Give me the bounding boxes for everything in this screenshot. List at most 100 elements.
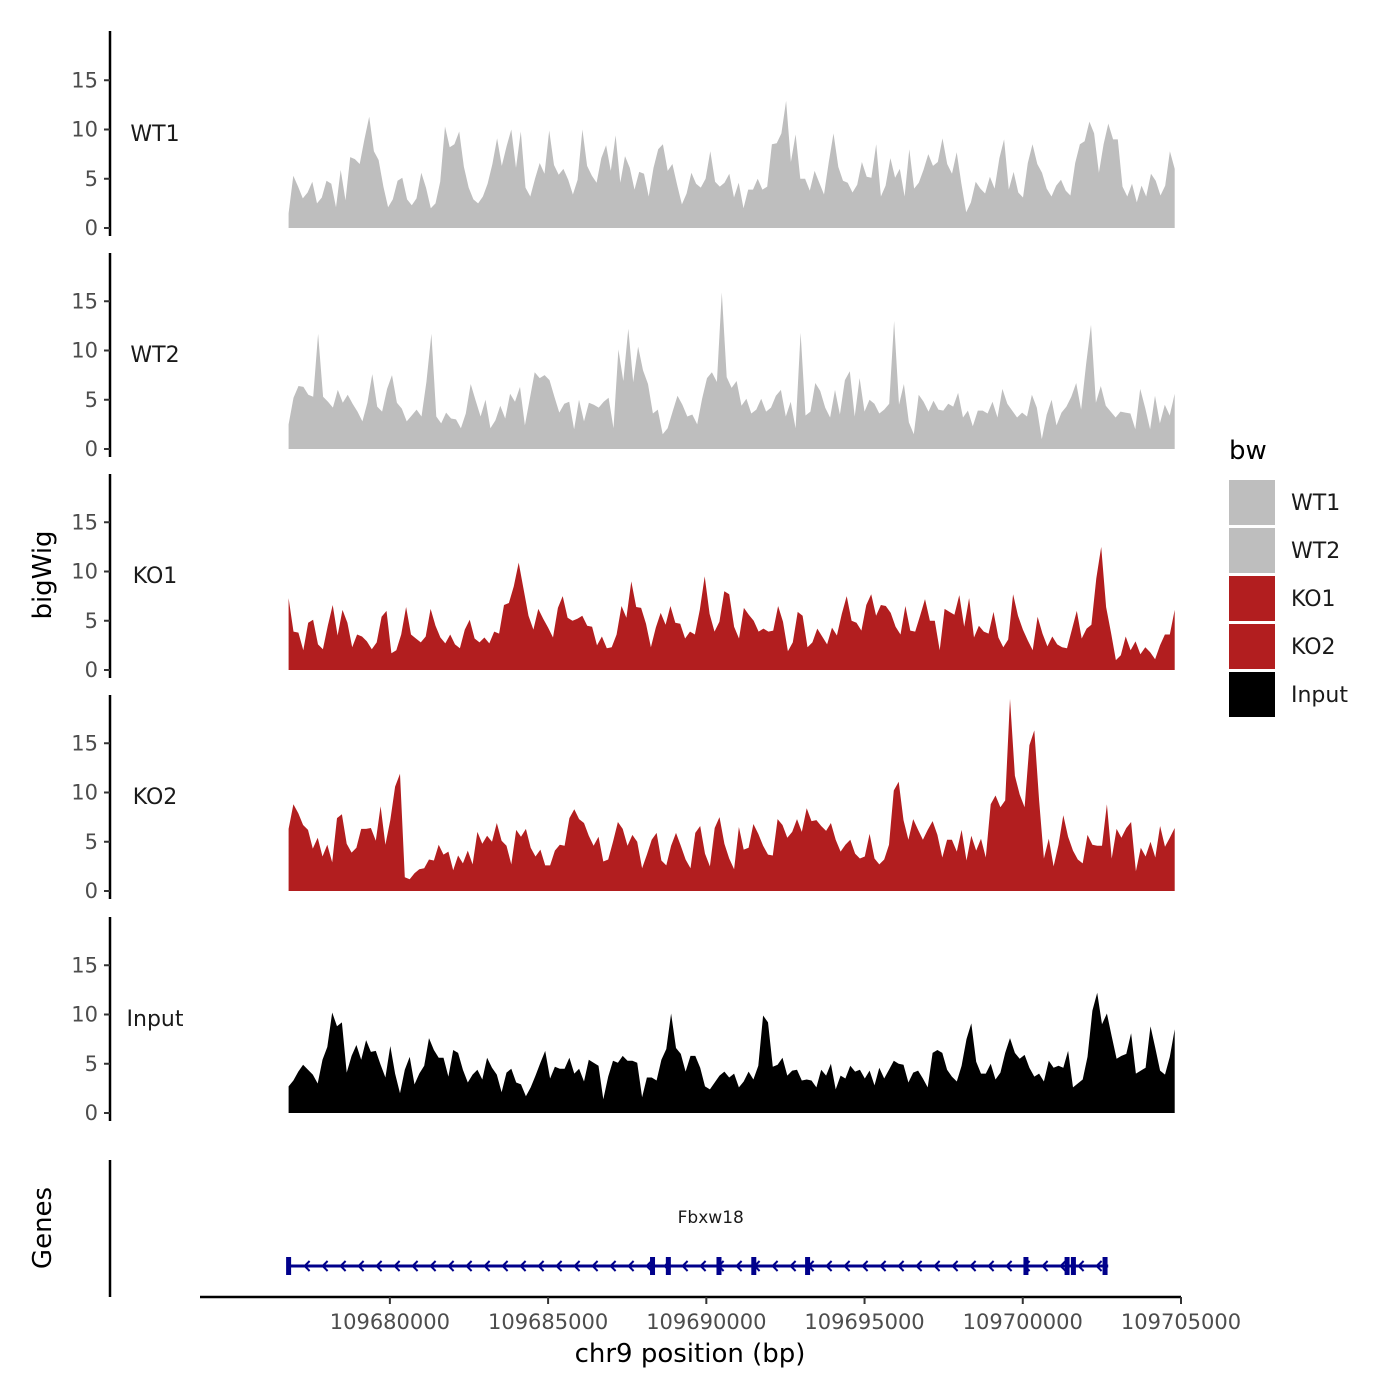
- track-input: 0 5 10 15 Input: [71, 917, 1175, 1125]
- signal-area-wt1: [288, 100, 1175, 228]
- legend-swatch: [1229, 624, 1275, 669]
- gene-track: Fbxw18: [108, 1160, 1109, 1297]
- x-tick-label: 109690000: [646, 1310, 766, 1334]
- y-tick-label: 15: [71, 289, 98, 313]
- y-tick-label: 15: [71, 510, 98, 534]
- legend-swatch: [1229, 480, 1275, 525]
- strand-arrow: [843, 1260, 851, 1272]
- track-label: KO2: [133, 785, 178, 810]
- y-axis-title: bigWig: [28, 530, 58, 619]
- legend-item-ko2: KO2: [1229, 624, 1336, 669]
- legend-label: KO2: [1291, 635, 1336, 660]
- strand-arrow: [1059, 1260, 1067, 1272]
- strand-arrow: [933, 1260, 941, 1272]
- strand-arrow: [339, 1260, 347, 1272]
- strand-arrow: [321, 1260, 329, 1272]
- strand-arrow: [969, 1260, 977, 1272]
- track-label: Input: [127, 1007, 184, 1032]
- strand-arrow: [555, 1260, 563, 1272]
- strand-arrow: [1077, 1260, 1085, 1272]
- strand-arrow: [735, 1260, 743, 1272]
- exon: [805, 1257, 811, 1275]
- legend-item-ko1: KO1: [1229, 576, 1336, 621]
- genes-axis-title: Genes: [28, 1187, 58, 1269]
- y-tick-label: 10: [71, 781, 98, 805]
- strand-arrow: [573, 1260, 581, 1272]
- signal-area-wt2: [288, 292, 1175, 449]
- exon: [751, 1257, 757, 1275]
- strand-arrow: [429, 1260, 437, 1272]
- x-tick-label: 109700000: [963, 1310, 1083, 1334]
- gene-name-label: Fbxw18: [678, 1208, 744, 1228]
- strand-arrow: [699, 1260, 707, 1272]
- legend-title: bw: [1229, 436, 1267, 466]
- exon: [665, 1257, 671, 1275]
- signal-area-ko1: [288, 546, 1175, 670]
- track-label: WT2: [130, 343, 179, 368]
- strand-arrow: [879, 1260, 887, 1272]
- y-tick-label: 10: [71, 339, 98, 363]
- legend-swatch: [1229, 576, 1275, 621]
- strand-arrow: [1005, 1260, 1013, 1272]
- strand-arrow: [987, 1260, 995, 1272]
- strand-arrow: [681, 1260, 689, 1272]
- strand-arrow: [609, 1260, 617, 1272]
- exon: [286, 1257, 292, 1275]
- strand-arrow: [375, 1260, 383, 1272]
- y-tick-label: 5: [85, 1052, 98, 1076]
- track-label: WT1: [130, 122, 179, 147]
- strand-arrow: [501, 1260, 509, 1272]
- strand-arrow: [789, 1260, 797, 1272]
- x-tick-label: 109680000: [330, 1310, 450, 1334]
- strand-arrow: [447, 1260, 455, 1272]
- bigwig-tracks: 0 5 10 15 WT1 0 5 10 15 WT2 0 5 10 15 KO1 0 5 10 15 KO2 0 5 10…: [71, 31, 1175, 1125]
- strand-arrow: [465, 1260, 473, 1272]
- legend-label: KO1: [1291, 587, 1336, 612]
- strand-arrow: [483, 1260, 491, 1272]
- y-tick-label: 10: [71, 1003, 98, 1027]
- legend-label: Input: [1291, 683, 1348, 708]
- strand-arrow: [771, 1260, 779, 1272]
- strand-arrow: [591, 1260, 599, 1272]
- exon: [1064, 1257, 1070, 1275]
- x-tick-label: 109705000: [1121, 1310, 1241, 1334]
- y-tick-label: 0: [85, 1101, 98, 1125]
- y-tick-label: 15: [71, 953, 98, 977]
- legend-label: WT1: [1291, 491, 1340, 516]
- track-ko1: 0 5 10 15 KO1: [71, 474, 1175, 682]
- strand-arrow: [861, 1260, 869, 1272]
- y-tick-label: 15: [71, 731, 98, 755]
- strand-arrow: [951, 1260, 959, 1272]
- strand-arrow: [519, 1260, 527, 1272]
- strand-arrow: [627, 1260, 635, 1272]
- strand-arrow: [411, 1260, 419, 1272]
- y-tick-label: 5: [85, 167, 98, 191]
- strand-arrow: [645, 1260, 653, 1272]
- strand-arrow: [1041, 1260, 1049, 1272]
- legend-item-wt1: WT1: [1229, 480, 1340, 525]
- legend: bw WT1 WT2 KO1 KO2 Input: [1229, 436, 1348, 717]
- gene-fbxw18: Fbxw18: [286, 1208, 1109, 1275]
- strand-arrow: [537, 1260, 545, 1272]
- legend-swatch: [1229, 528, 1275, 573]
- exon: [716, 1257, 722, 1275]
- track-ko2: 0 5 10 15 KO2: [71, 695, 1175, 903]
- y-tick-label: 15: [71, 68, 98, 92]
- y-tick-label: 0: [85, 216, 98, 240]
- y-tick-label: 5: [85, 830, 98, 854]
- strand-arrow: [915, 1260, 923, 1272]
- y-tick-label: 0: [85, 437, 98, 461]
- exon: [1070, 1257, 1076, 1275]
- strand-arrow: [825, 1260, 833, 1272]
- x-tick-label: 109695000: [804, 1310, 924, 1334]
- legend-item-input: Input: [1229, 672, 1348, 717]
- x-axis-title: chr9 position (bp): [575, 1339, 806, 1369]
- signal-area-input: [288, 992, 1175, 1113]
- y-tick-label: 5: [85, 388, 98, 412]
- strand-arrow: [357, 1260, 365, 1272]
- exon: [1023, 1257, 1029, 1275]
- track-wt2: 0 5 10 15 WT2: [71, 253, 1175, 461]
- strand-arrow: [1095, 1260, 1103, 1272]
- y-tick-label: 0: [85, 658, 98, 682]
